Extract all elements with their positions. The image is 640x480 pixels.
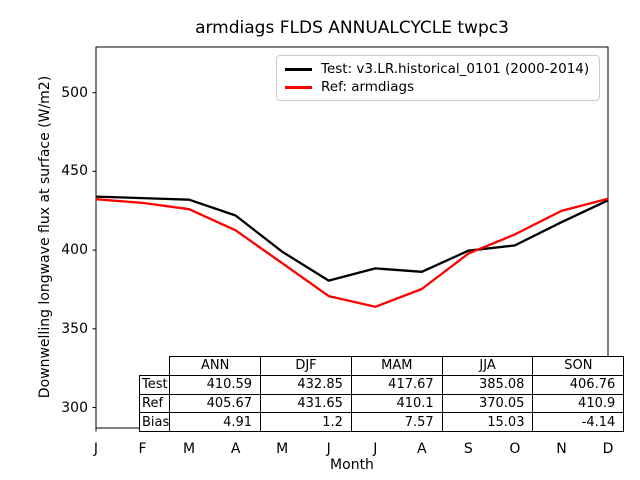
table-col-header: DJF [260,356,352,376]
table-corner-blank [140,357,170,376]
x-tick-label: J [326,441,331,457]
x-tick-label: M [183,441,196,457]
table-row: Bias 4.91 1.2 7.57 15.03 -4.14 [138,412,625,433]
x-axis-label: Month [330,457,374,473]
table-value-cell: -4.14 [532,412,625,433]
y-tick-label: 500 [61,84,88,101]
legend-label-ref: Ref: armdiags [321,79,415,95]
table-value-cell: 417.67 [350,374,443,395]
x-tick-label: N [556,441,567,457]
legend: Test: v3.LR.historical_0101 (2000-2014) … [276,55,600,101]
table-row: Test 410.59 432.85 417.67 385.08 406.76 [138,374,625,395]
table-value-cell: 431.65 [260,393,352,414]
x-tick-label: A [230,441,241,457]
table-col-header: MAM [350,356,443,376]
table-col-header: JJA [441,356,534,376]
ref-line-swatch-icon [285,85,312,89]
table-row-label: Bias [138,412,171,433]
x-tick-label: J [373,441,378,457]
table-value-cell: 4.91 [169,412,262,433]
y-tick-label: 450 [61,163,88,180]
x-tick-label: S [463,441,473,457]
legend-item-test: Test: v3.LR.historical_0101 (2000-2014) [285,60,591,78]
table-col-header: SON [532,356,625,376]
test-line-swatch-icon [285,67,312,71]
x-tick-label: O [509,441,521,457]
y-tick-label: 300 [61,399,88,416]
table-value-cell: 410.59 [169,374,262,395]
table-value-cell: 7.57 [350,412,443,433]
x-tick-label: A [417,441,427,457]
legend-item-ref: Ref: armdiags [285,78,591,96]
stats-table: ANN DJF MAM JJA SON Test 410.59 432.85 417.67 385… [138,356,625,433]
x-tick-label: M [276,441,289,457]
table-value-cell: 410.1 [350,393,443,414]
test-series-line [95,195,609,282]
table-value-cell: 405.67 [169,393,262,414]
chart-title: armdiags FLDS ANNUALCYCLE twpc3 [195,18,509,38]
table-value-cell: 406.76 [532,374,625,395]
y-axis-label: Downwelling longwave flux at surface (W/… [37,75,53,399]
table-value-cell: 1.2 [260,412,352,433]
table-value-cell: 432.85 [260,374,352,395]
legend-label-test: Test: v3.LR.historical_0101 (2000-2014) [321,61,590,77]
x-tick-label: F [138,441,147,457]
ref-series-line [95,197,609,308]
table-value-cell: 15.03 [441,412,534,433]
table-value-cell: 385.08 [441,374,534,395]
table-row-label: Ref [138,393,171,414]
y-tick-label: 400 [61,242,88,259]
table-row-label: Test [138,374,171,395]
table-value-cell: 370.05 [441,393,534,414]
table-row: Ref 405.67 431.65 410.1 370.05 410.9 [138,393,625,414]
x-tick-label: D [602,441,614,457]
y-tick-label: 350 [61,320,88,337]
table-col-header: ANN [169,356,262,376]
x-tick-label: J [93,441,99,457]
table-value-cell: 410.9 [532,393,625,414]
